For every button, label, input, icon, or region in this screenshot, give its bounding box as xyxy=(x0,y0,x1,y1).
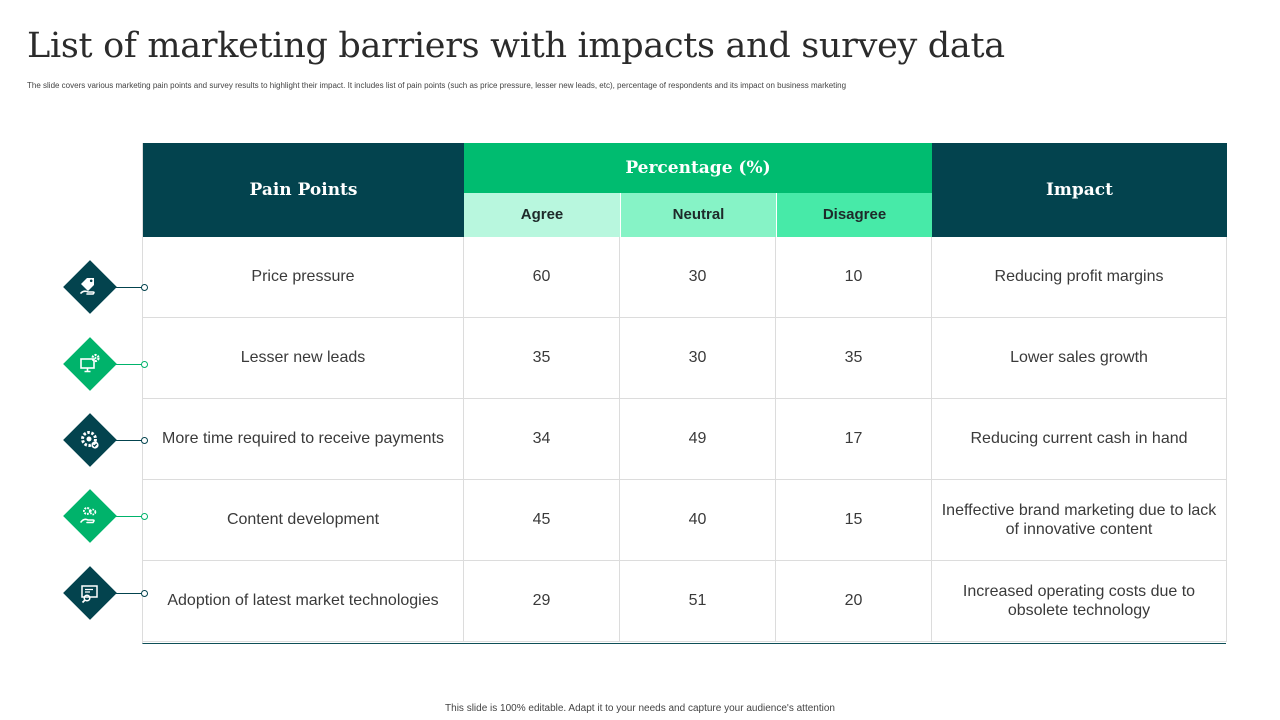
neutral-cell: 30 xyxy=(620,318,776,399)
disagree-cell: 15 xyxy=(776,480,932,561)
header-disagree: Disagree xyxy=(776,193,932,237)
disagree-cell: 10 xyxy=(776,237,932,318)
neutral-cell: 40 xyxy=(620,480,776,561)
disagree-cell: 35 xyxy=(776,318,932,399)
pain-point-cell: Lesser new leads xyxy=(143,318,464,399)
impact-cell: Reducing profit margins xyxy=(932,237,1227,318)
pain-point-cell: Price pressure xyxy=(143,237,464,318)
neutral-cell: 51 xyxy=(620,561,776,642)
row-icon-marker xyxy=(63,337,153,391)
impact-cell: Reducing current cash in hand xyxy=(932,399,1227,480)
price-tag-hand-icon xyxy=(63,260,117,314)
agree-cell: 60 xyxy=(464,237,620,318)
page-subtitle: The slide covers various marketing pain … xyxy=(27,81,847,90)
impact-cell: Increased operating costs due to obsolet… xyxy=(932,561,1227,642)
hand-gears-icon xyxy=(63,489,117,543)
neutral-cell: 30 xyxy=(620,237,776,318)
pain-point-cell: Content development xyxy=(143,480,464,561)
footer-note: This slide is 100% editable. Adapt it to… xyxy=(445,703,835,714)
agree-cell: 45 xyxy=(464,480,620,561)
impact-cell: Lower sales growth xyxy=(932,318,1227,399)
pain-point-cell: Adoption of latest market technologies xyxy=(143,561,464,642)
header-impact: Impact xyxy=(932,143,1227,237)
row-icon-marker xyxy=(63,260,153,314)
pain-point-cell: More time required to receive payments xyxy=(143,399,464,480)
agree-cell: 34 xyxy=(464,399,620,480)
disagree-cell: 17 xyxy=(776,399,932,480)
neutral-cell: 49 xyxy=(620,399,776,480)
agree-cell: 29 xyxy=(464,561,620,642)
row-icon-marker xyxy=(63,413,153,467)
gear-check-icon xyxy=(63,413,117,467)
disagree-cell: 20 xyxy=(776,561,932,642)
row-icon-marker xyxy=(63,566,153,620)
header-pain-points: Pain Points xyxy=(143,143,464,237)
header-agree: Agree xyxy=(464,193,620,237)
agree-cell: 35 xyxy=(464,318,620,399)
header-percentage: Percentage (%) xyxy=(464,143,932,193)
survey-table: Pain Points Percentage (%) Impact Agree … xyxy=(142,143,1227,644)
page-title: List of marketing barriers with impacts … xyxy=(27,26,1005,66)
certificate-search-icon xyxy=(63,566,117,620)
monitor-gear-icon xyxy=(63,337,117,391)
impact-cell: Ineffective brand marketing due to lack … xyxy=(932,480,1227,561)
header-neutral: Neutral xyxy=(620,193,776,237)
row-icon-marker xyxy=(63,489,153,543)
